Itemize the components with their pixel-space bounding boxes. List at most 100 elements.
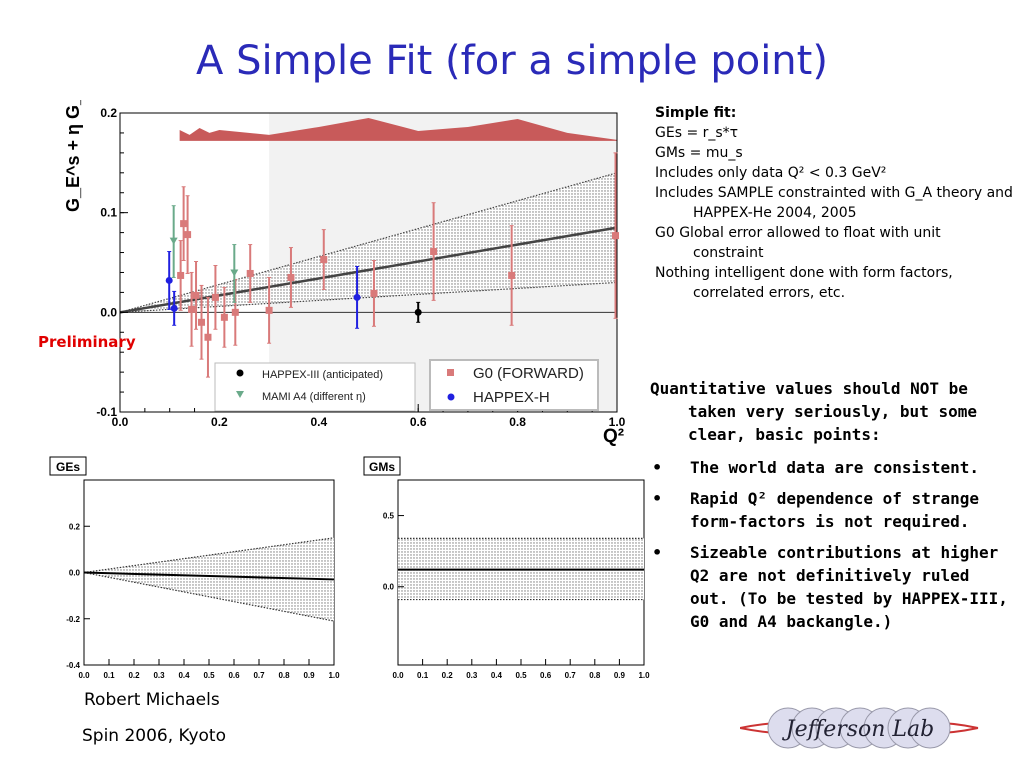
fit-line — [119, 226, 618, 314]
band-upper — [83, 537, 335, 574]
legend-marker — [236, 391, 244, 398]
x-tick-label: 0.0 — [78, 671, 90, 680]
x-tick-label: 0.2 — [442, 671, 454, 680]
x-tick-label: 0.6 — [228, 671, 240, 680]
note-item: Includes SAMPLE constrainted with G_A th… — [655, 185, 1013, 221]
gms-plot: GMs 0.0 0.1 0.2 0.3 0.4 0.5 0.6 0.7 0.8 0.9 1.0 0.0 0… — [363, 456, 650, 680]
y-tick-label: -0.1 — [96, 405, 117, 419]
data-point — [231, 308, 239, 316]
x-tick-label: 0.3 — [466, 671, 478, 680]
x-axis-label: Q² — [603, 426, 624, 447]
fit-notes: Simple fit: GEs = r_s*τ GMs = mu_s Inclu… — [655, 103, 1015, 303]
x-tick-label: 0.0 — [392, 671, 404, 680]
legend-label: HAPPEX-H — [473, 389, 550, 406]
note-item: GMs = mu_s — [655, 145, 743, 161]
x-tick-label: 0.9 — [303, 671, 315, 680]
x-tick-label: 0.5 — [203, 671, 215, 680]
x-tick-label: 0.6 — [410, 415, 427, 429]
x-tick-label: 0.0 — [112, 415, 129, 429]
x-tick-label: 0.5 — [515, 671, 527, 680]
data-point — [320, 256, 328, 264]
key-points: Quantitative values should NOT be taken … — [650, 377, 1012, 641]
conference-name: Spin 2006, Kyoto — [82, 726, 226, 746]
notes-heading: Simple fit: — [655, 105, 737, 121]
band-lower — [83, 571, 335, 622]
x-tick-label: 0.8 — [278, 671, 290, 680]
data-point — [353, 293, 361, 301]
data-point — [230, 269, 239, 277]
systematic-error-band — [179, 117, 617, 141]
note-item: Nothing intelligent done with form facto… — [655, 265, 953, 301]
data-point — [170, 304, 178, 312]
ges-plot: GEs 0.0 0.1 0.2 0.3 0.4 0.5 0.6 0.7 0.8 0.9 1.0 -0.4… — [49, 456, 340, 680]
data-point — [169, 237, 178, 245]
x-tick-label: 0.9 — [614, 671, 626, 680]
bullet-item: • The world data are consistent. — [650, 456, 1012, 479]
fit-band-upper — [119, 172, 618, 313]
y-tick-label: 0.0 — [69, 569, 81, 578]
x-tick-label: 1.0 — [609, 415, 625, 429]
bullet-item: • Rapid Q² dependence of strange form-fa… — [650, 487, 1012, 533]
bullet-symbol: • — [652, 458, 663, 477]
bullet-text: The world data are consistent. — [690, 458, 979, 477]
plot-title: GMs — [369, 460, 395, 474]
y-tick-label: 0.0 — [383, 583, 395, 592]
legend-label: G0 (FORWARD) — [473, 365, 584, 382]
y-tick-label: 0.5 — [383, 512, 395, 521]
slide-title: A Simple Fit (for a simple point) — [196, 38, 828, 84]
data-point — [246, 269, 254, 277]
y-axis-label: G_E^s + η G_M^s — [63, 100, 83, 212]
data-point — [287, 273, 295, 281]
y-tick-label: -0.4 — [66, 661, 80, 670]
y-tick-label: -0.2 — [66, 615, 80, 624]
bullet-text: Sizeable contributions at higher Q2 are … — [690, 543, 1008, 631]
x-tick-label: 0.3 — [153, 671, 165, 680]
data-point — [188, 305, 196, 313]
data-point — [370, 289, 378, 297]
central-line — [83, 571, 335, 581]
bullet-text: Rapid Q² dependence of strange form-fact… — [690, 489, 979, 531]
plot-title-box — [363, 456, 401, 476]
legend-marker — [447, 393, 455, 401]
data-point — [430, 248, 438, 256]
plot-title: GEs — [56, 460, 80, 474]
data-point — [198, 318, 206, 326]
points-intro: Quantitative values should NOT be taken … — [650, 379, 977, 444]
x-tick-label: 0.1 — [103, 671, 115, 680]
note-item: Includes only data Q² < 0.3 GeV² — [655, 165, 887, 181]
y-tick-label: 0.2 — [100, 106, 117, 120]
legend-marker — [236, 369, 244, 377]
x-tick-label: 0.2 — [211, 415, 228, 429]
fit-band-lower — [119, 281, 618, 313]
note-item: G0 Global error allowed to float with un… — [655, 225, 941, 261]
y-tick-label: 0.0 — [100, 305, 117, 319]
data-point — [612, 232, 620, 240]
bullet-item: • Sizeable contributions at higher Q2 ar… — [650, 541, 1012, 633]
logo-text: Jefferson Lab — [782, 717, 934, 742]
x-tick-label: 0.7 — [253, 671, 265, 680]
x-tick-label: 1.0 — [328, 671, 340, 680]
data-point — [414, 308, 422, 316]
data-point — [180, 220, 188, 228]
x-tick-label: 0.8 — [509, 415, 526, 429]
x-tick-label: 0.8 — [589, 671, 601, 680]
x-tick-label: 0.4 — [310, 415, 327, 429]
y-tick-label: 0.1 — [100, 206, 117, 220]
x-tick-label: 0.2 — [128, 671, 140, 680]
legend-box-left — [214, 362, 416, 412]
legend-marker — [447, 369, 454, 376]
data-point — [177, 271, 185, 279]
data-point — [192, 291, 200, 299]
error-band — [84, 537, 334, 622]
legend-box-right — [429, 359, 599, 411]
data-point — [165, 276, 173, 284]
data-point — [220, 313, 228, 321]
data-point — [184, 231, 192, 239]
x-tick-label: 0.4 — [491, 671, 503, 680]
x-tick-label: 0.1 — [417, 671, 429, 680]
plot-title-box — [49, 456, 87, 476]
author-name: Robert Michaels — [84, 690, 220, 710]
legend-label: MAMI A4 (different η) — [262, 391, 366, 403]
x-tick-label: 0.6 — [540, 671, 552, 680]
